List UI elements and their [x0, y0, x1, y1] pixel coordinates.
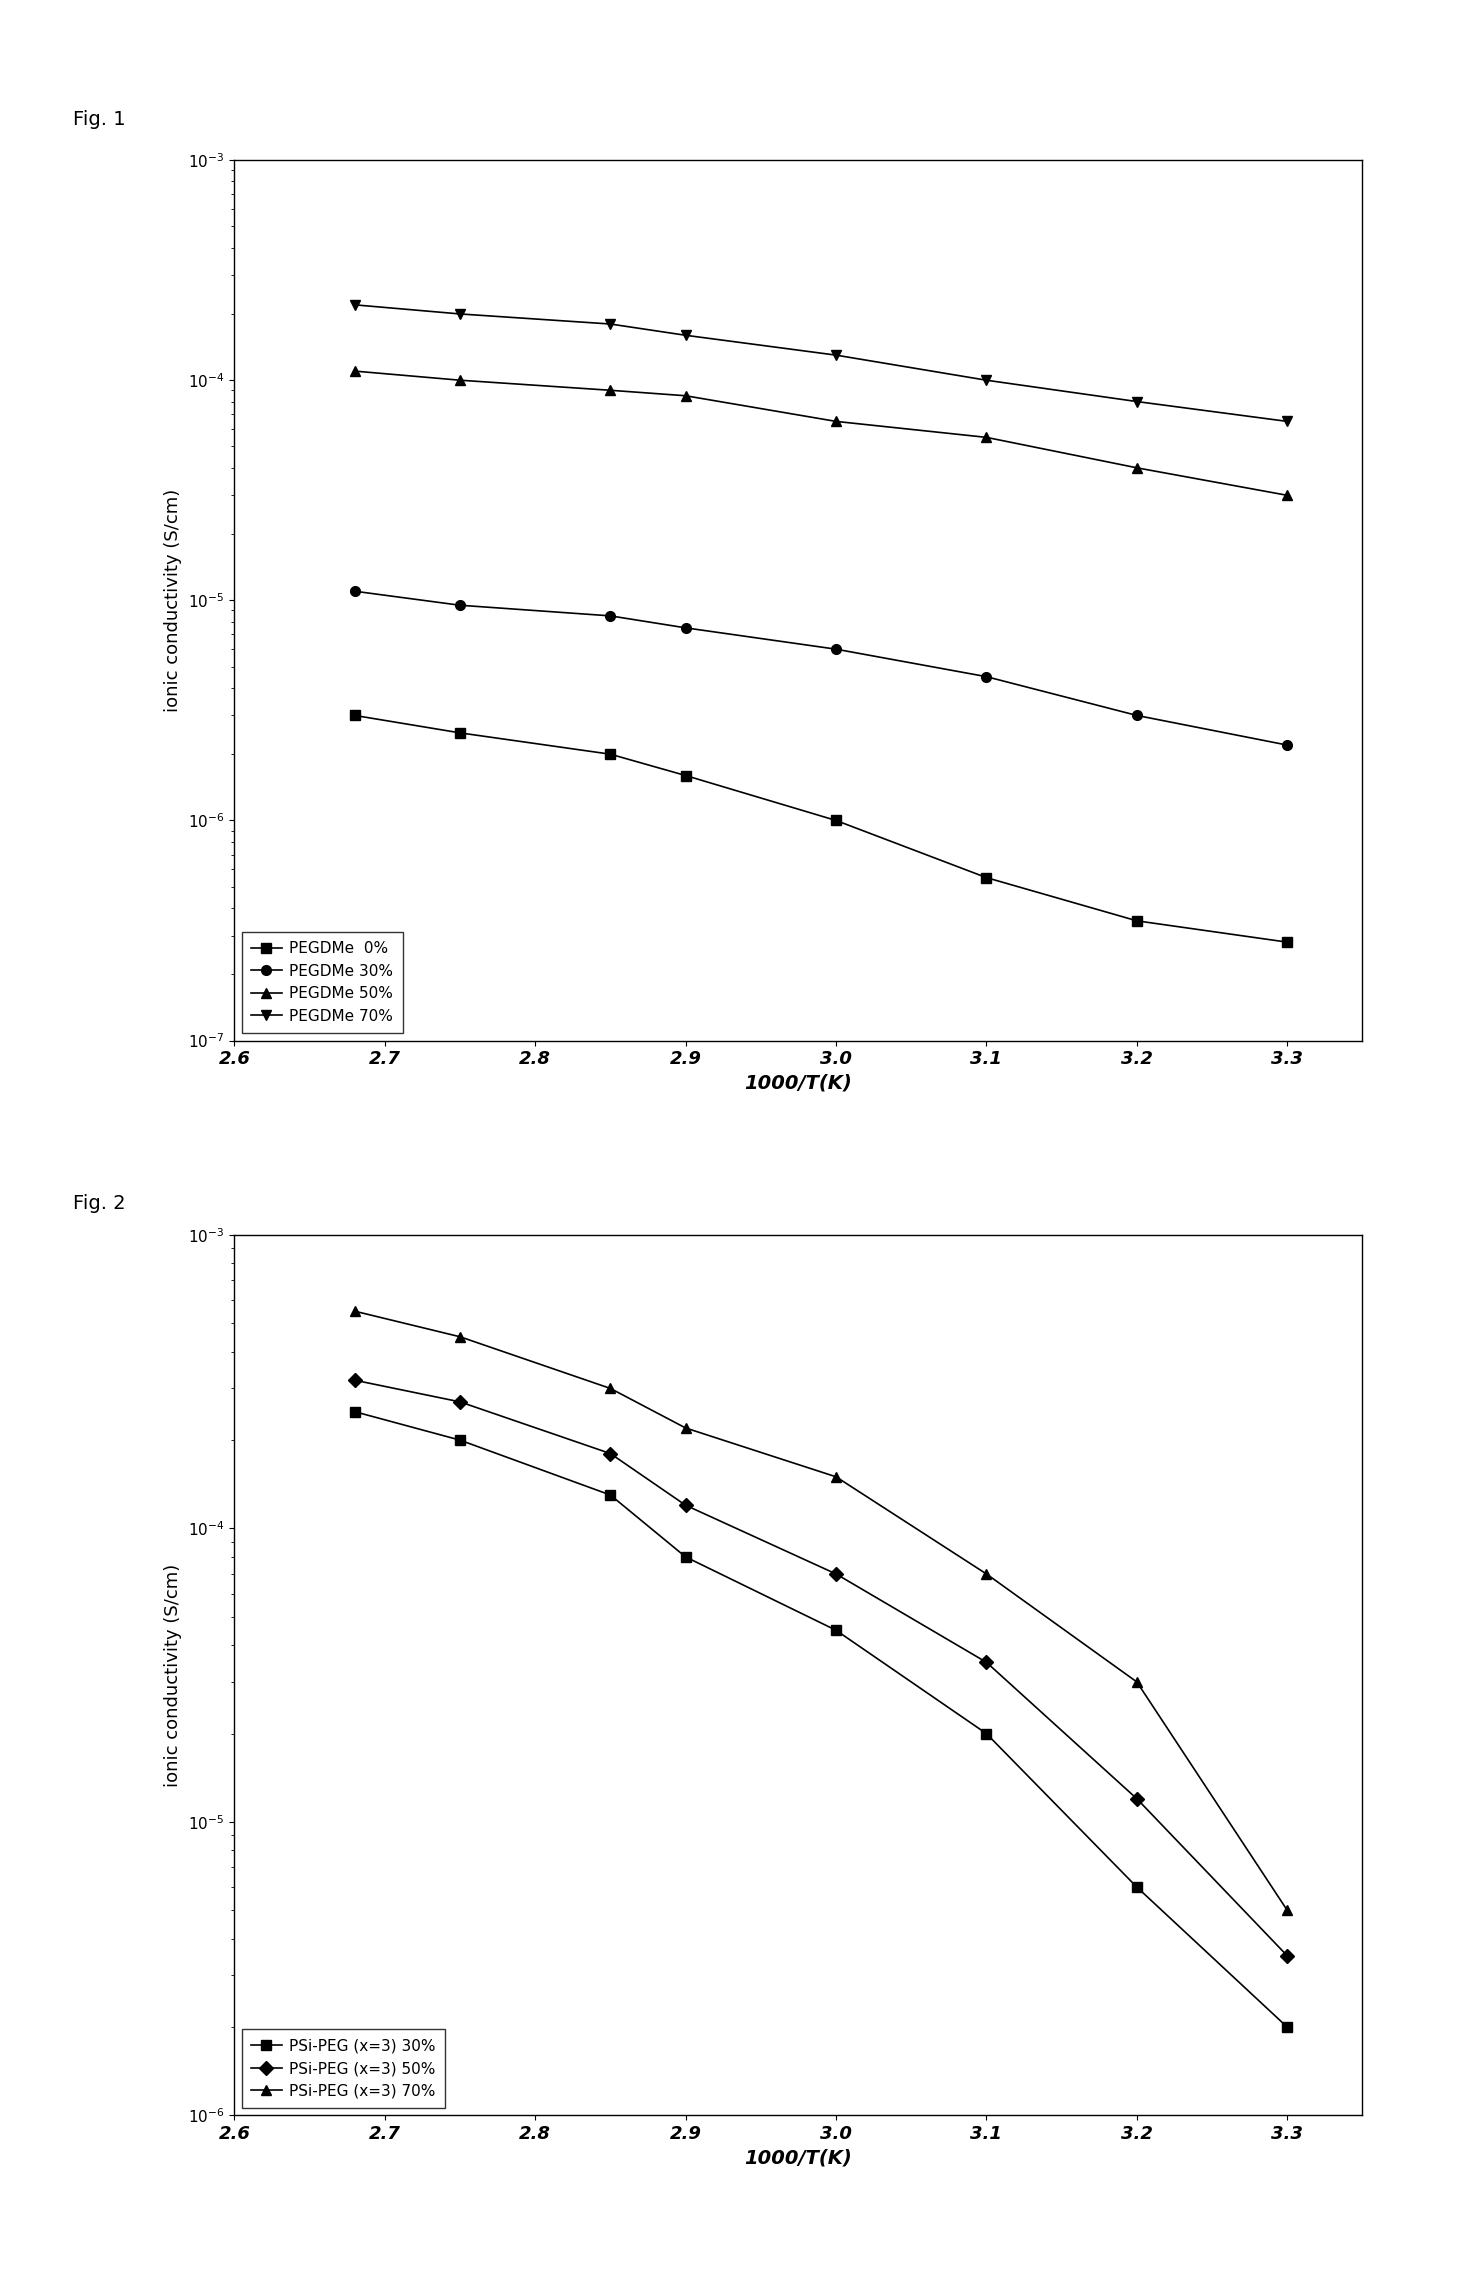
Y-axis label: ionic conductivity (S/cm): ionic conductivity (S/cm) — [164, 489, 183, 711]
PEGDMe 70% — [977, 366, 995, 393]
PEGDMe 50% — [977, 423, 995, 451]
PSi-PEG (x=3) 30% — [346, 1397, 363, 1425]
Line: PSi-PEG (x=3) 30%: PSi-PEG (x=3) 30% — [350, 1407, 1292, 2031]
Line: PEGDMe 50%: PEGDMe 50% — [350, 366, 1292, 501]
PSi-PEG (x=3) 70% — [602, 1374, 620, 1402]
PEGDMe 50% — [451, 366, 469, 393]
Text: Fig. 2: Fig. 2 — [73, 1194, 126, 1212]
PEGDMe 70% — [828, 341, 845, 368]
PEGDMe  0% — [1279, 929, 1297, 956]
Text: Fig. 1: Fig. 1 — [73, 110, 126, 128]
Line: PSi-PEG (x=3) 70%: PSi-PEG (x=3) 70% — [350, 1306, 1292, 1914]
PEGDMe  0% — [677, 762, 694, 789]
PEGDMe 50% — [346, 357, 363, 384]
PEGDMe 70% — [677, 322, 694, 350]
PSi-PEG (x=3) 50% — [1279, 1942, 1297, 1969]
PEGDMe 50% — [1279, 483, 1297, 510]
PEGDMe 50% — [828, 407, 845, 435]
PEGDMe 70% — [1128, 389, 1146, 416]
PEGDMe 70% — [1279, 407, 1297, 435]
PSi-PEG (x=3) 50% — [346, 1368, 363, 1395]
PEGDMe  0% — [828, 807, 845, 835]
PSi-PEG (x=3) 30% — [602, 1482, 620, 1509]
PSi-PEG (x=3) 30% — [677, 1544, 694, 1571]
Legend: PEGDMe  0%, PEGDMe 30%, PEGDMe 50%, PEGDMe 70%: PEGDMe 0%, PEGDMe 30%, PEGDMe 50%, PEGDM… — [242, 931, 403, 1034]
PSi-PEG (x=3) 70% — [346, 1297, 363, 1324]
PEGDMe 30% — [602, 601, 620, 629]
PEGDMe 30% — [828, 636, 845, 663]
Line: PEGDMe  0%: PEGDMe 0% — [350, 711, 1292, 947]
PSi-PEG (x=3) 30% — [1128, 1873, 1146, 1900]
Line: PEGDMe 30%: PEGDMe 30% — [350, 585, 1292, 750]
PSi-PEG (x=3) 50% — [602, 1441, 620, 1468]
PEGDMe 70% — [602, 311, 620, 338]
PSi-PEG (x=3) 50% — [977, 1649, 995, 1676]
PSi-PEG (x=3) 30% — [977, 1720, 995, 1747]
PEGDMe 30% — [346, 579, 363, 606]
PEGDMe 30% — [1128, 702, 1146, 730]
X-axis label: 1000/T(K): 1000/T(K) — [744, 1075, 853, 1093]
PEGDMe  0% — [602, 741, 620, 768]
Legend: PSi-PEG (x=3) 30%, PSi-PEG (x=3) 50%, PSi-PEG (x=3) 70%: PSi-PEG (x=3) 30%, PSi-PEG (x=3) 50%, PS… — [242, 2029, 445, 2109]
PEGDMe 30% — [1279, 732, 1297, 759]
PEGDMe  0% — [1128, 908, 1146, 935]
PSi-PEG (x=3) 70% — [451, 1324, 469, 1352]
PSi-PEG (x=3) 30% — [1279, 2013, 1297, 2040]
PSi-PEG (x=3) 70% — [1128, 1667, 1146, 1695]
PEGDMe 50% — [677, 382, 694, 409]
PSi-PEG (x=3) 70% — [828, 1464, 845, 1491]
PEGDMe 70% — [346, 290, 363, 318]
PEGDMe 30% — [977, 663, 995, 691]
PEGDMe 70% — [451, 300, 469, 327]
PSi-PEG (x=3) 50% — [451, 1388, 469, 1416]
PSi-PEG (x=3) 70% — [977, 1560, 995, 1587]
PEGDMe 50% — [602, 377, 620, 405]
PSi-PEG (x=3) 70% — [677, 1413, 694, 1441]
PSi-PEG (x=3) 30% — [828, 1617, 845, 1644]
Line: PSi-PEG (x=3) 50%: PSi-PEG (x=3) 50% — [350, 1374, 1292, 1960]
PEGDMe 50% — [1128, 455, 1146, 483]
PSi-PEG (x=3) 50% — [677, 1491, 694, 1519]
Y-axis label: ionic conductivity (S/cm): ionic conductivity (S/cm) — [164, 1564, 183, 1786]
PEGDMe  0% — [451, 718, 469, 746]
PSi-PEG (x=3) 50% — [828, 1560, 845, 1587]
PEGDMe  0% — [977, 864, 995, 892]
PSi-PEG (x=3) 30% — [451, 1427, 469, 1455]
PSi-PEG (x=3) 50% — [1128, 1786, 1146, 1814]
PEGDMe 30% — [677, 615, 694, 643]
PEGDMe  0% — [346, 702, 363, 730]
PEGDMe 30% — [451, 592, 469, 620]
PSi-PEG (x=3) 70% — [1279, 1896, 1297, 1923]
X-axis label: 1000/T(K): 1000/T(K) — [744, 2150, 853, 2168]
Line: PEGDMe 70%: PEGDMe 70% — [350, 300, 1292, 425]
